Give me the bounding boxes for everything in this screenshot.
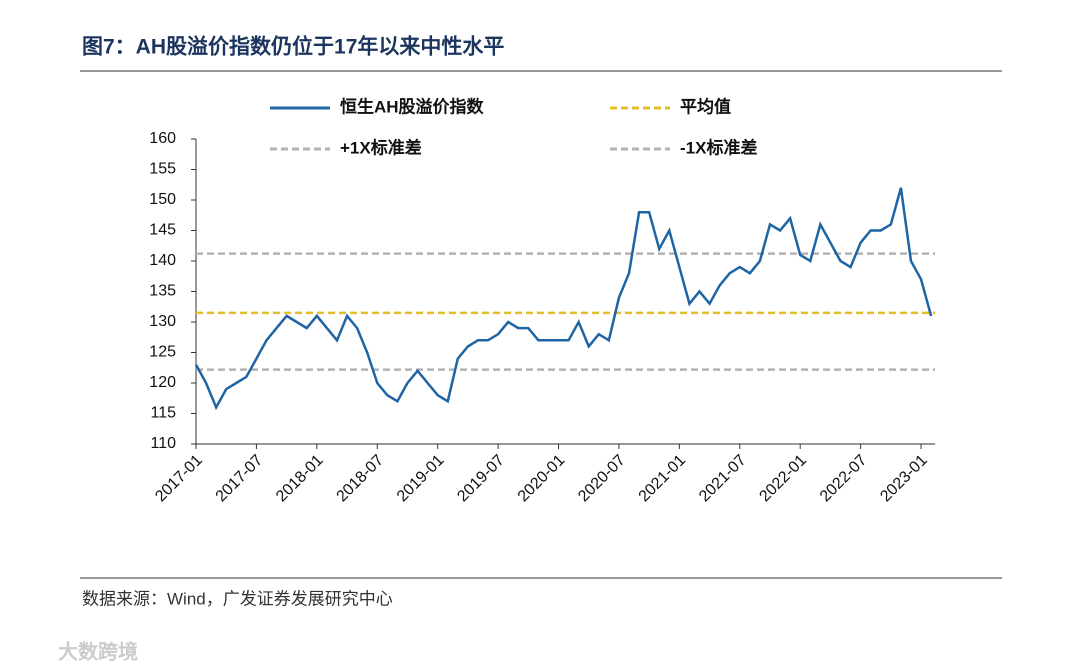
x-tick-label: 2018-01 xyxy=(273,452,327,506)
y-tick-label: 120 xyxy=(149,374,176,391)
y-tick-label: 145 xyxy=(149,222,176,239)
y-tick-label: 115 xyxy=(150,405,176,422)
x-tick-label: 2020-07 xyxy=(575,452,629,506)
y-tick-label: 140 xyxy=(149,252,176,269)
x-tick-label: 2020-01 xyxy=(515,452,569,506)
x-tick-label: 2021-01 xyxy=(636,452,690,506)
y-tick-label: 150 xyxy=(149,191,176,208)
x-tick-label: 2017-07 xyxy=(213,452,267,506)
legend-label: 恒生AH股溢价指数 xyxy=(340,96,485,116)
legend-label: 平均值 xyxy=(680,96,731,116)
x-tick-label: 2018-07 xyxy=(334,452,388,506)
y-tick-label: 155 xyxy=(149,161,176,178)
x-tick-label: 2019-07 xyxy=(454,452,508,506)
watermark: 大数跨境 xyxy=(58,639,138,663)
x-tick-label: 2022-07 xyxy=(817,452,871,506)
y-tick-label: 110 xyxy=(150,435,176,452)
legend-label: +1X标准差 xyxy=(340,137,422,157)
legend-label: -1X标准差 xyxy=(680,137,757,157)
x-tick-label: 2022-01 xyxy=(756,452,810,506)
data-line xyxy=(194,187,933,411)
x-tick-label: 2019-01 xyxy=(394,452,448,506)
y-tick-label: 160 xyxy=(149,130,176,147)
y-tick-label: 135 xyxy=(149,283,176,300)
y-tick-label: 125 xyxy=(149,344,176,361)
x-tick-label: 2021-07 xyxy=(696,452,750,506)
x-tick-label: 2023-01 xyxy=(877,452,931,506)
chart-title: 图7：AH股溢价指数仍位于17年以来中性水平 xyxy=(82,35,504,59)
source: 数据来源：Wind，广发证券发展研究中心 xyxy=(82,589,393,608)
y-tick-label: 130 xyxy=(149,313,176,330)
x-tick-label: 2017-01 xyxy=(152,452,206,506)
